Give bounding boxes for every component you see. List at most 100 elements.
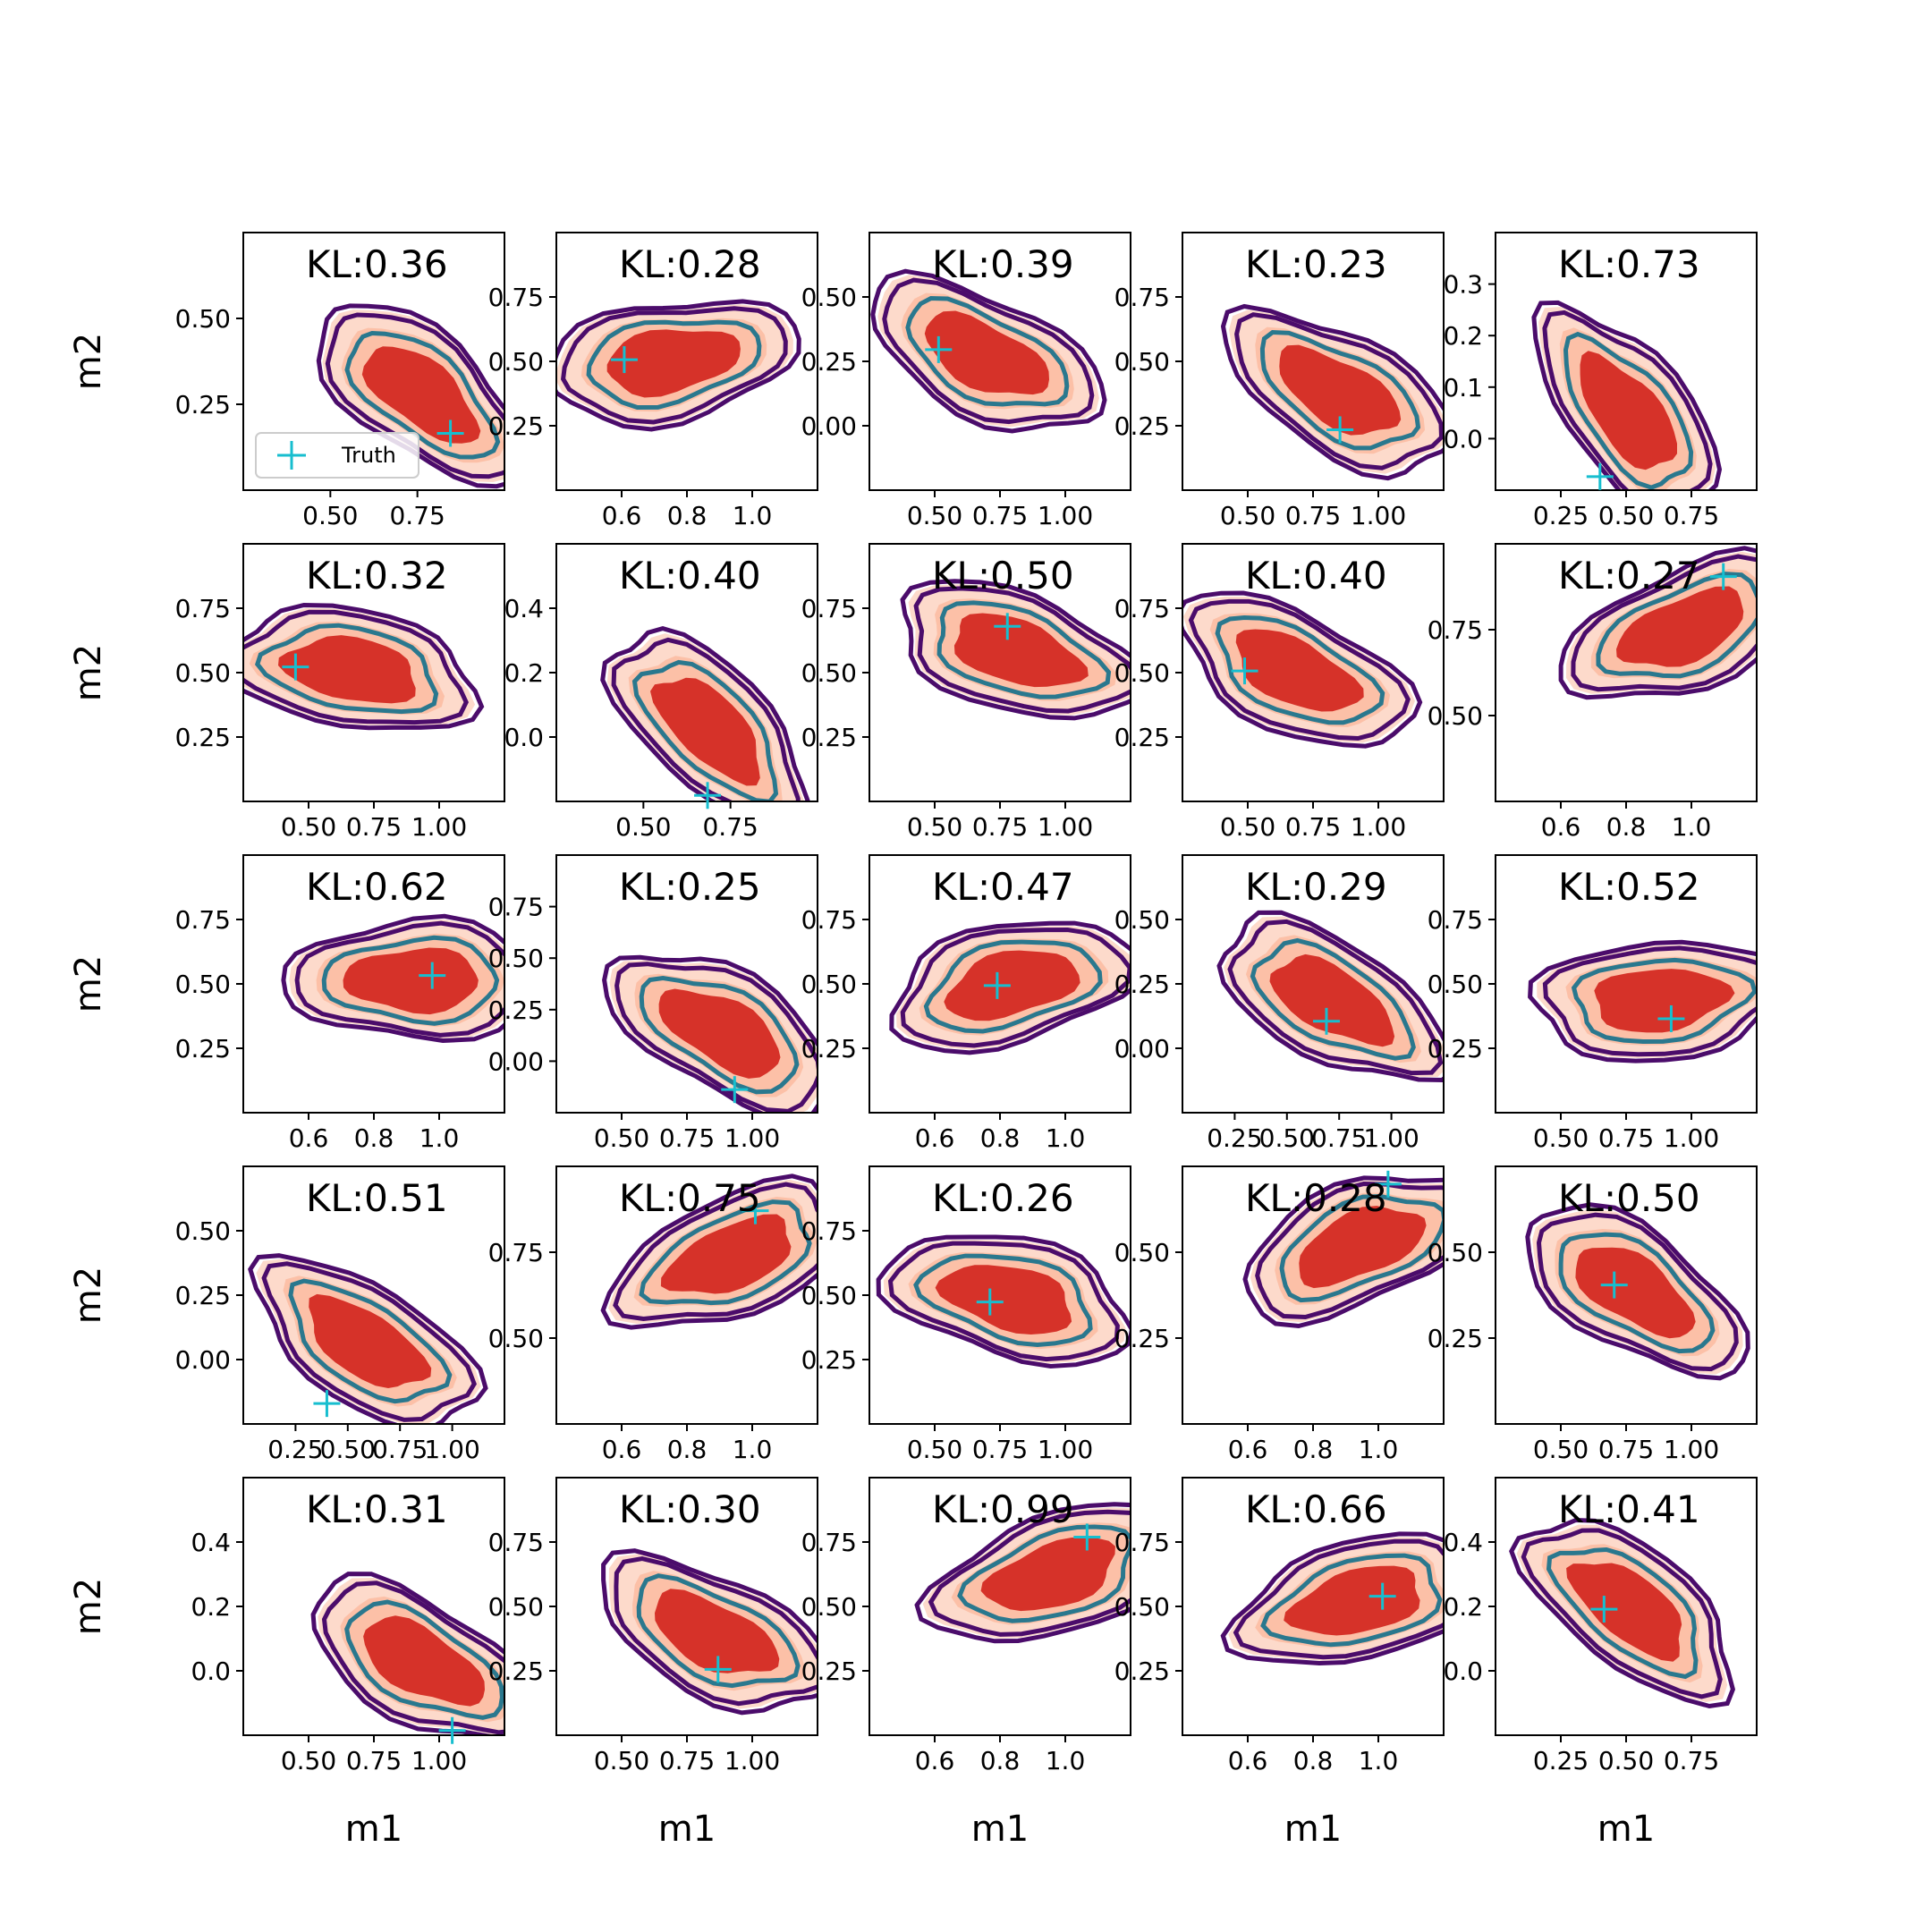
contour-inner: [1571, 957, 1757, 1045]
subplot: 0.50 0.75 1.00 0.00 0.25 0.50 KL:0.39: [801, 232, 1131, 530]
contour-outer: [1509, 1517, 1736, 1709]
x-tick-label: 1.00: [411, 812, 467, 842]
subplot: 0.50 0.75 1.00 0.25 0.50 0.75 KL:0.32 m2: [68, 543, 505, 842]
y-tick-label: 0.50: [1114, 347, 1170, 377]
y-tick-label: 0.0: [191, 1657, 231, 1686]
x-tick-label: 1.00: [411, 1746, 467, 1775]
contour-outer: [1182, 590, 1423, 749]
x-tick-label: 1.0: [1359, 1435, 1399, 1464]
x-tick-label: 0.6: [289, 1123, 329, 1153]
truth-marker: [313, 1390, 341, 1418]
x-tick-label: 0.50: [320, 1435, 376, 1464]
contour-middle: [1233, 1538, 1444, 1660]
x-axis-title: m1: [1597, 1809, 1655, 1850]
y-tick-label: 0.25: [1114, 1324, 1170, 1353]
contour-middle: [243, 609, 469, 725]
truth-marker: [1586, 462, 1614, 490]
x-tick-label: 0.50: [907, 812, 962, 842]
truth-marker: [994, 613, 1021, 640]
subplot: 0.50 0.75 1.00 0.25 0.50 0.75 KL:0.50: [801, 543, 1131, 842]
posterior-density: [1558, 546, 1757, 700]
density-fill-core: [924, 310, 1049, 395]
contour-middle: [614, 962, 818, 1113]
truth-marker: [1374, 1170, 1402, 1198]
y-tick-label: 0.75: [488, 893, 544, 922]
contour-outer: [600, 1174, 818, 1330]
kl-annotation: KL:0.25: [619, 865, 761, 909]
x-tick-label: 0.75: [659, 1746, 715, 1775]
legend-box: [255, 432, 419, 479]
contour-outer: [889, 920, 1131, 1055]
x-tick-label: 1.00: [1038, 1435, 1093, 1464]
kl-annotation: KL:0.36: [306, 242, 448, 286]
x-tick-label: 0.75: [346, 812, 402, 842]
posterior-density: [1531, 300, 1723, 490]
x-tick-label: 0.25: [1533, 501, 1589, 530]
y-tick-label: 0.75: [1428, 615, 1483, 645]
contour-inner: [255, 623, 439, 715]
x-tick-label: 0.75: [1598, 1435, 1654, 1464]
contour-inner: [913, 1253, 1093, 1348]
contour-middle: [900, 927, 1131, 1048]
contour-outer: [1242, 1175, 1444, 1329]
contour-inner: [344, 330, 501, 460]
density-fill-core: [1299, 1206, 1427, 1289]
truth-marker: [1312, 1007, 1340, 1035]
contour-inner: [586, 319, 762, 411]
contour-middle: [613, 1182, 818, 1322]
contour-inner: [321, 935, 500, 1026]
density-fill-core: [1269, 953, 1395, 1047]
y-tick-label: 0.00: [1114, 1034, 1170, 1063]
truth-marker: [436, 419, 464, 447]
truth-marker: [741, 1197, 769, 1224]
posterior-density: [900, 579, 1131, 721]
y-tick-label: 0.50: [1114, 905, 1170, 935]
contour-inner: [1215, 614, 1385, 725]
posterior-density: [316, 303, 504, 489]
posterior-density: [870, 268, 1107, 434]
kl-annotation: KL:0.62: [306, 865, 448, 909]
y-tick-label: 0.25: [801, 1034, 857, 1063]
y-tick-label: 0.50: [801, 970, 857, 999]
x-tick-label: 0.8: [667, 1435, 708, 1464]
posterior-density: [1528, 939, 1757, 1063]
x-tick-label: 0.25: [267, 1435, 323, 1464]
y-tick-label: 0.50: [801, 1281, 857, 1310]
y-tick-label: 0.75: [1114, 594, 1170, 623]
y-tick-label: 0.4: [191, 1528, 231, 1557]
contour-outer: [1528, 939, 1757, 1063]
kl-annotation: KL:0.32: [306, 554, 448, 597]
x-tick-label: 0.50: [907, 501, 962, 530]
y-tick-label: 0.4: [1443, 1528, 1483, 1557]
y-tick-label: 0.50: [1428, 1238, 1483, 1267]
contour-middle: [321, 1580, 504, 1735]
kl-annotation: KL:0.40: [619, 554, 761, 597]
contour-outer: [600, 625, 811, 801]
density-fill-core: [1279, 344, 1402, 436]
density-fill-core: [343, 947, 479, 1015]
truth-marker: [1231, 657, 1258, 685]
x-tick-label: 0.50: [1220, 501, 1275, 530]
posterior-density: [1220, 303, 1444, 481]
contour-outer: [316, 303, 504, 489]
x-tick-label: 0.50: [281, 812, 336, 842]
subplot: 0.50 0.75 1.00 0.25 0.50 KL:0.50: [1428, 1165, 1758, 1464]
truth-marker: [1590, 1596, 1618, 1623]
x-tick-label: 0.50: [302, 501, 358, 530]
contour-outer: [281, 913, 504, 1044]
y-tick-label: 0.0: [1443, 424, 1483, 453]
contour-middle: [1542, 945, 1757, 1057]
x-tick-label: 0.6: [602, 501, 642, 530]
y-tick-label: 0.25: [1114, 723, 1170, 752]
contour-middle: [294, 920, 504, 1038]
posterior-density: [600, 1174, 818, 1330]
subplot: 0.6 0.8 1.0 0.50 0.75 KL:0.27: [1428, 543, 1758, 842]
x-tick-label: 0.75: [1285, 501, 1341, 530]
subplot: 0.50 0.75 1.00 0.25 0.50 0.75 KL:0.52: [1428, 854, 1758, 1153]
y-tick-label: 0.25: [1428, 1324, 1483, 1353]
y-tick-label: 0.75: [801, 905, 857, 935]
subplot: 0.50 0.75 1.00 0.00 0.25 0.50 0.75 KL:0.25: [488, 854, 818, 1153]
kl-annotation: KL:0.39: [932, 242, 1074, 286]
x-tick-label: 0.25: [1207, 1123, 1262, 1153]
